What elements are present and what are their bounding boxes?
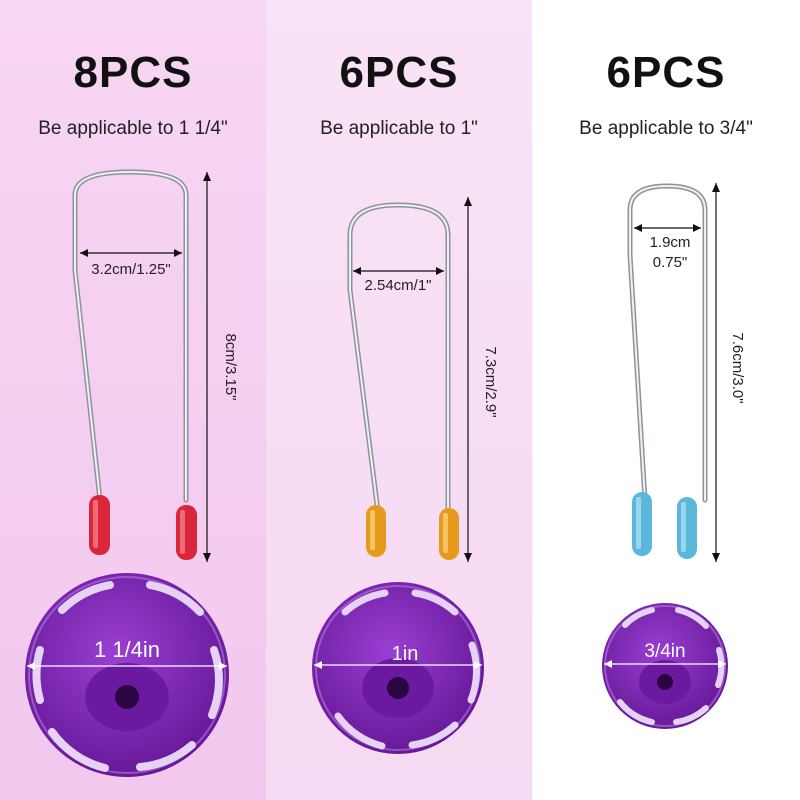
width-dimension-small: [634, 224, 701, 232]
wire-tool-medium: [347, 202, 451, 515]
length-label-large: 8cm/3.15": [222, 333, 239, 400]
tip-caps-medium: [366, 505, 459, 560]
width-label-small-cm: 1.9cm: [650, 234, 691, 251]
width-label-large: 3.2cm/1.25": [91, 261, 171, 278]
panel-small-count: 6PCS: [606, 48, 726, 97]
wire-tool-large: [72, 169, 189, 503]
disc-label-large: 1 1/4in: [94, 637, 160, 662]
length-dimension-medium: [464, 197, 472, 562]
disc-medium: [312, 582, 484, 754]
panel-small-applies: Be applicable to 3/4": [579, 118, 753, 139]
disc-label-medium: 1in: [392, 643, 419, 665]
width-label-small-in: 0.75": [653, 254, 688, 271]
width-label-medium: 2.54cm/1": [364, 277, 431, 294]
tip-caps-large: [89, 495, 197, 560]
panel-medium-count: 6PCS: [339, 48, 459, 97]
width-dimension-large: [80, 249, 182, 257]
panel-small: 6PCS Be applicable to 3/4": [532, 0, 800, 800]
disc-small: [602, 603, 728, 729]
disc-large: [25, 573, 229, 777]
length-label-medium: 7.3cm/2.9": [482, 346, 499, 417]
disc-label-small: 3/4in: [644, 641, 685, 662]
tip-caps-small: [632, 492, 697, 559]
length-dimension-large: [203, 172, 211, 562]
length-label-small: 7.6cm/3.0": [729, 332, 746, 403]
width-dimension-medium: [353, 267, 444, 275]
panel-large-count: 8PCS: [73, 48, 193, 97]
panel-medium-applies: Be applicable to 1": [320, 118, 478, 139]
panel-large-applies: Be applicable to 1 1/4": [38, 118, 228, 139]
panel-medium: 6PCS Be applicable to 1": [266, 0, 532, 800]
wire-tool-small: [627, 183, 708, 503]
length-dimension-small: [712, 183, 720, 562]
